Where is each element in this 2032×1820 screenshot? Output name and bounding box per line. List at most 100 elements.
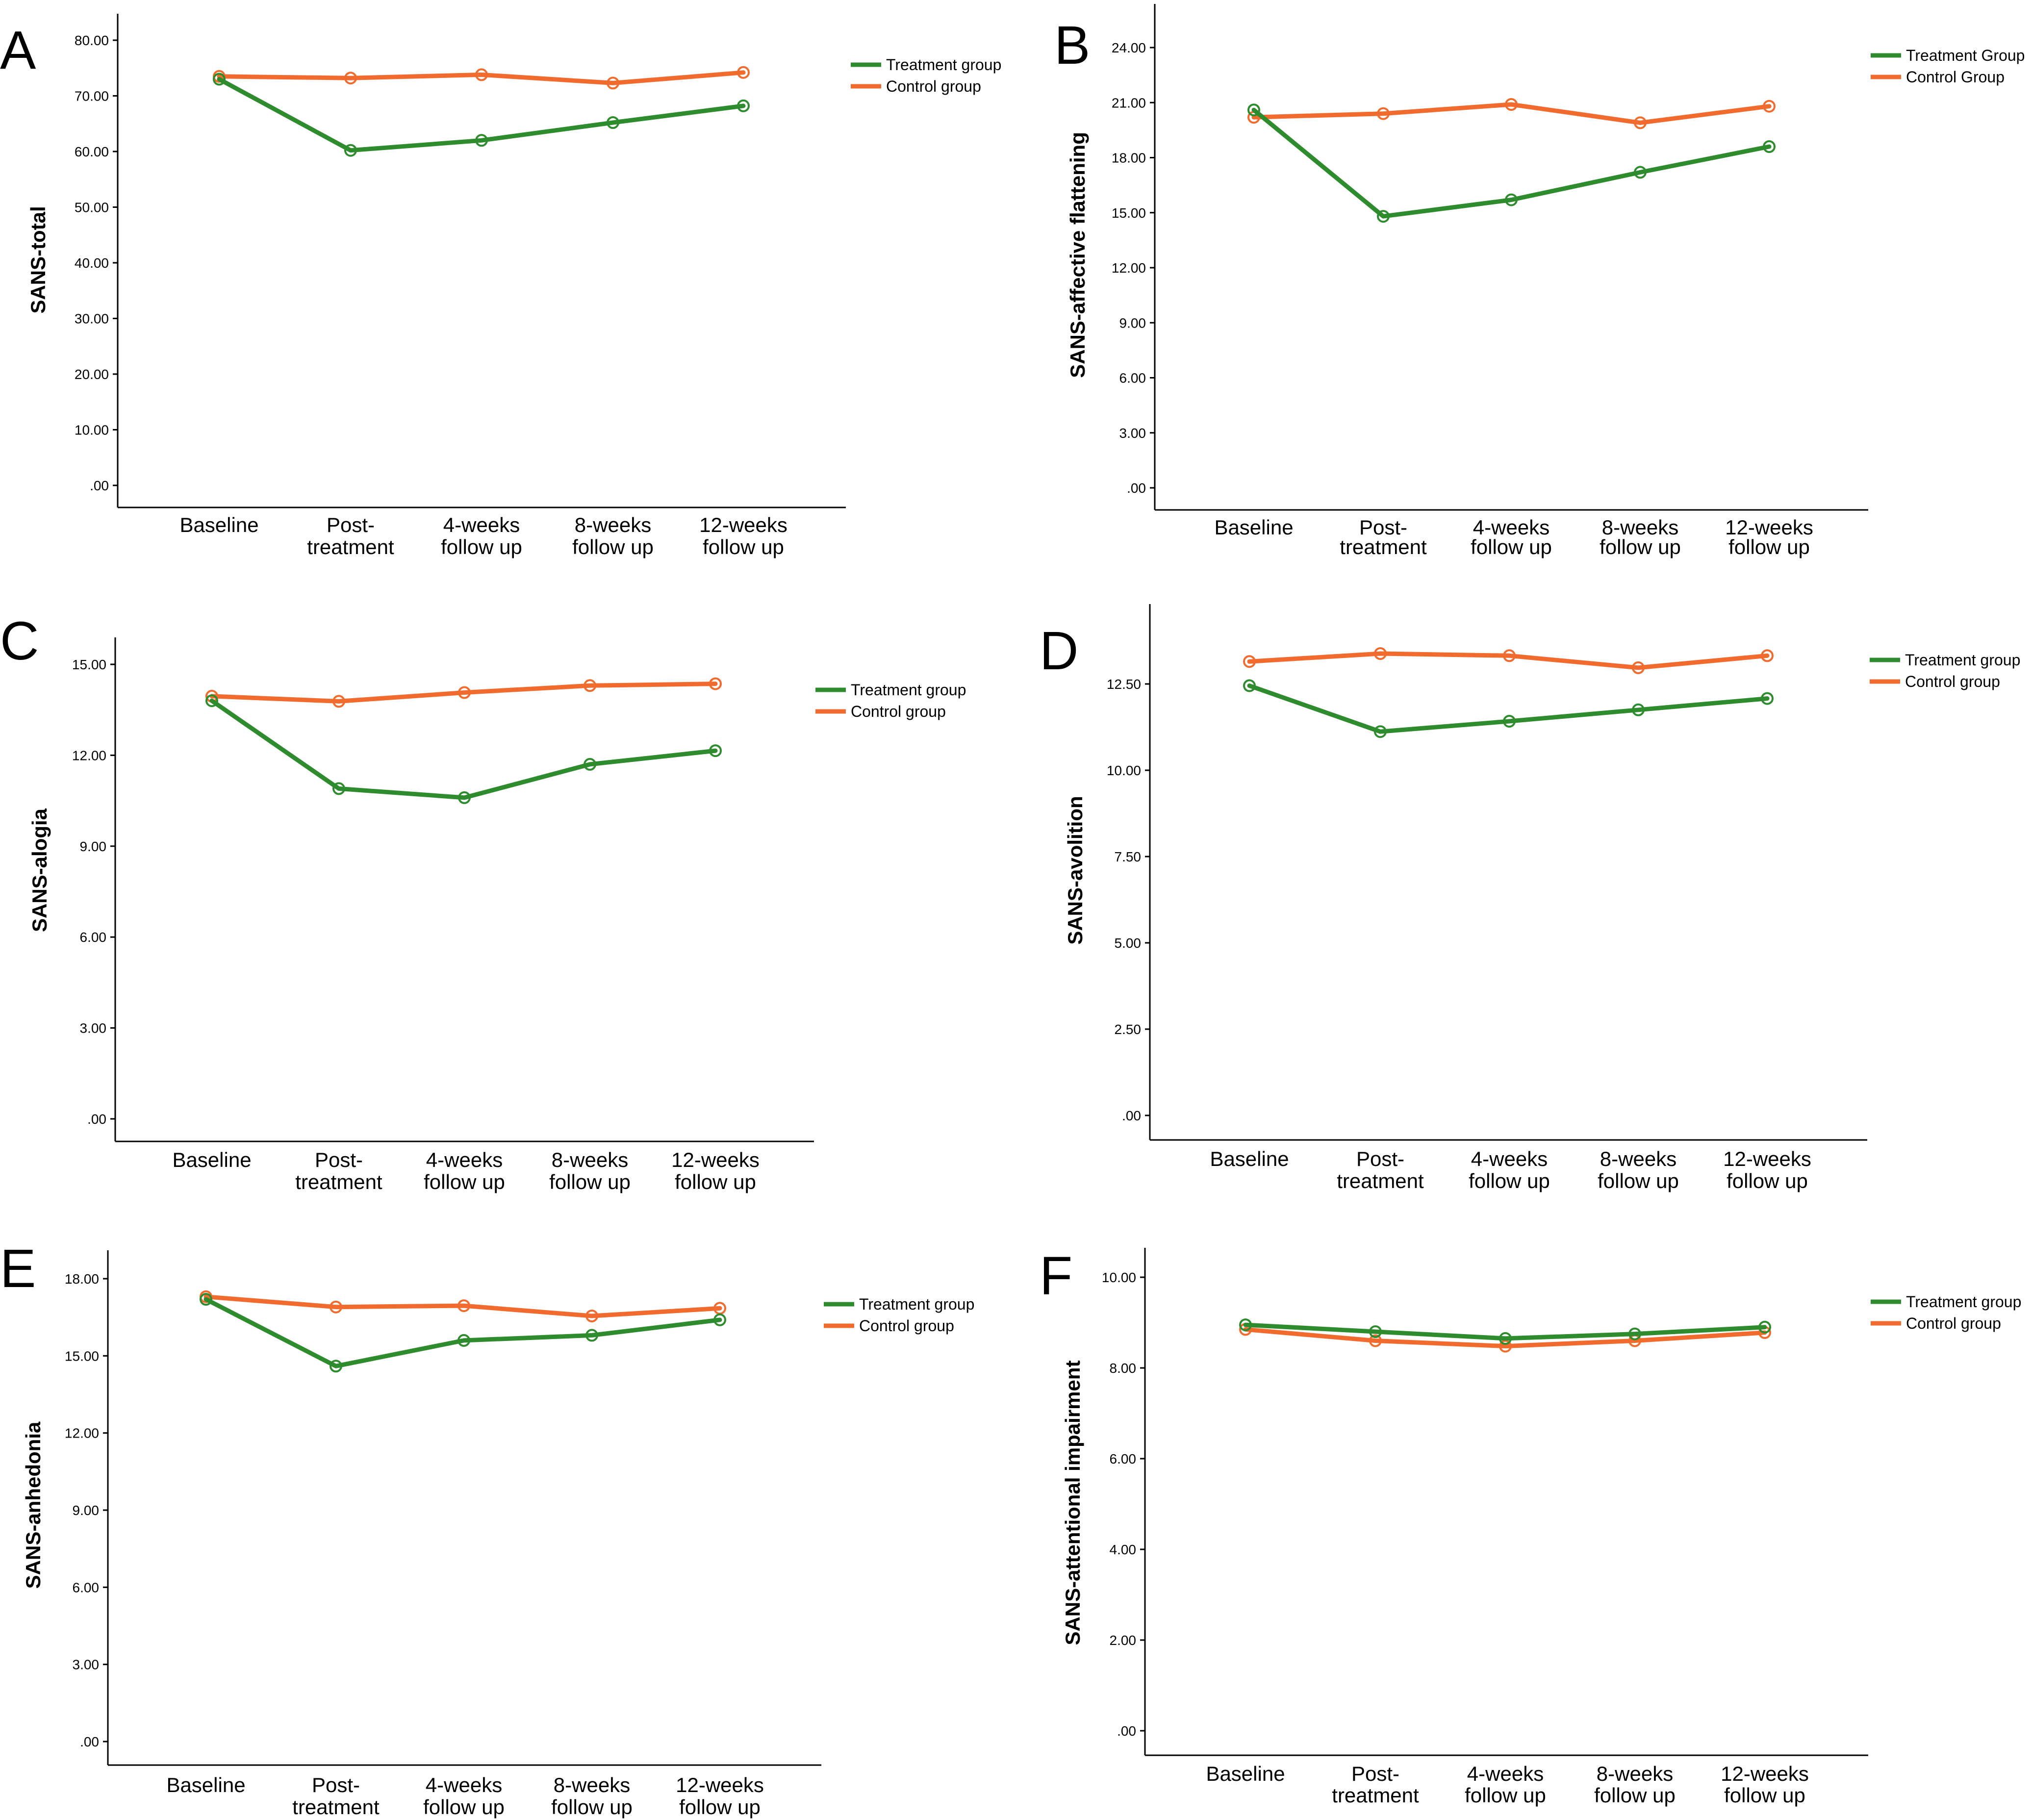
data-point-control: [607, 76, 619, 90]
legend-label: Treatment group: [1905, 651, 2020, 669]
legend-label: Control group: [1905, 673, 2000, 690]
data-point-treatment: [332, 782, 345, 795]
series-line-control: [1247, 651, 1770, 670]
series-line-treatment: [1243, 1322, 1767, 1341]
x-tick-label: follow up: [679, 1795, 761, 1819]
x-tick-label: treatment: [295, 1170, 382, 1193]
y-tick-label: 12.00: [1112, 260, 1146, 276]
x-tick-label: treatment: [1332, 1784, 1419, 1807]
data-point-treatment: [1758, 1320, 1771, 1334]
data-point-treatment: [457, 1334, 470, 1347]
data-point-treatment: [1761, 692, 1774, 705]
y-tick-label: 6.00: [1119, 371, 1146, 386]
panel-letter: D: [1040, 621, 1078, 681]
y-tick-label: 21.00: [1112, 95, 1146, 110]
data-point-treatment: [1374, 725, 1387, 738]
y-tick-label: 10.00: [1102, 1270, 1136, 1285]
x-tick-label: 8-weeks: [554, 1773, 630, 1796]
y-tick-label: 12.50: [1107, 677, 1141, 692]
y-tick-label: 4.00: [1110, 1542, 1137, 1557]
y-tick-label: 40.00: [75, 255, 109, 271]
data-point-treatment: [205, 694, 218, 708]
data-point-treatment: [1505, 193, 1518, 206]
legend-label: Treatment Group: [1906, 47, 2025, 64]
data-point-treatment: [1628, 1327, 1641, 1340]
x-tick-label: Baseline: [172, 1148, 251, 1171]
y-tick-label: 9.00: [1119, 315, 1146, 330]
data-point-treatment: [713, 1313, 726, 1326]
y-tick-label: 2.00: [1110, 1633, 1137, 1648]
series-line-treatment: [203, 1297, 722, 1368]
y-axis-title: SANS-alogia: [28, 808, 51, 932]
x-tick-label: follow up: [1465, 1784, 1546, 1807]
y-tick-label: 3.00: [73, 1657, 100, 1672]
series-line-treatment: [217, 77, 746, 153]
data-point-treatment: [458, 791, 471, 804]
y-tick-label: 30.00: [75, 311, 109, 327]
series-line-control: [1251, 102, 1772, 125]
data-point-control: [332, 695, 345, 708]
x-tick-label: follow up: [1469, 1169, 1550, 1192]
panel-letter: C: [0, 611, 39, 671]
data-point-control: [1505, 98, 1518, 111]
x-tick-label: follow up: [423, 1795, 505, 1819]
series-line-treatment: [1251, 107, 1772, 219]
y-axis-title: SANS-total: [26, 206, 50, 313]
series-line-control: [217, 70, 746, 85]
x-tick-label: 4-weeks: [1467, 1762, 1544, 1785]
panel-letter: B: [1054, 15, 1090, 76]
x-tick-label: 8-weeks: [1597, 1762, 1673, 1785]
x-tick-label: 12-weeks: [1723, 1147, 1811, 1170]
y-tick-label: 12.00: [72, 748, 106, 763]
x-tick-label: Post-: [315, 1148, 363, 1171]
y-axis-title: SANS-affective flattening: [1066, 132, 1089, 378]
y-tick-label: .00: [1127, 480, 1146, 496]
x-tick-label: follow up: [424, 1170, 505, 1193]
legend-label: Treatment group: [851, 681, 966, 699]
x-tick-label: Post-: [1359, 516, 1407, 539]
chart-panel-c: C .00 3.00 6.00 9.00 12.00 15.00 SANS-alogia Bas…: [0, 611, 966, 1193]
legend-label: Control group: [1906, 1314, 2001, 1332]
panel-letter: E: [0, 1239, 36, 1299]
x-tick-label: follow up: [551, 1795, 633, 1819]
y-tick-label: 15.00: [1112, 205, 1146, 221]
data-point-treatment: [344, 144, 357, 157]
x-tick-label: follow up: [675, 1170, 756, 1193]
panel-letter: A: [0, 20, 36, 80]
series-line-treatment: [209, 698, 718, 800]
x-tick-label: Baseline: [1210, 1147, 1289, 1170]
data-point-treatment: [1369, 1325, 1382, 1338]
data-point-treatment: [200, 1293, 212, 1306]
y-tick-label: 10.00: [1107, 763, 1141, 778]
data-point-control: [585, 1310, 598, 1322]
data-point-treatment: [584, 758, 596, 771]
data-point-control: [737, 66, 750, 79]
data-point-treatment: [1763, 140, 1776, 153]
y-tick-label: .00: [1122, 1108, 1141, 1123]
data-point-treatment: [1243, 679, 1256, 692]
x-tick-label: 8-weeks: [552, 1148, 628, 1171]
x-tick-label: Baseline: [166, 1773, 245, 1796]
x-tick-label: follow up: [549, 1170, 631, 1193]
data-point-control: [1377, 107, 1390, 120]
y-tick-label: 80.00: [75, 33, 109, 48]
y-tick-label: 18.00: [1112, 151, 1146, 166]
data-point-control: [1632, 661, 1645, 674]
chart-panel-b: B .00 3.00 6.00 9.00 12.00 15.00 18.00 21.00 24.0…: [1054, 4, 2025, 558]
series-line-control: [203, 1294, 722, 1318]
x-tick-label: 8-weeks: [575, 513, 651, 536]
y-axis-title: SANS-anhedonia: [22, 1421, 45, 1589]
legend-label: Control group: [859, 1317, 954, 1335]
x-tick-label: Baseline: [179, 513, 258, 536]
legend-label: Treatment group: [886, 56, 1001, 74]
data-point-control: [1503, 649, 1516, 662]
x-tick-label: follow up: [1600, 535, 1681, 558]
data-point-control: [1499, 1340, 1512, 1353]
data-point-treatment: [607, 116, 619, 129]
data-point-control: [1761, 649, 1774, 662]
x-tick-label: treatment: [1337, 1169, 1424, 1192]
data-point-treatment: [1634, 166, 1647, 179]
x-tick-label: 4-weeks: [1473, 516, 1549, 539]
y-tick-label: 6.00: [80, 930, 107, 945]
data-point-treatment: [213, 73, 226, 86]
